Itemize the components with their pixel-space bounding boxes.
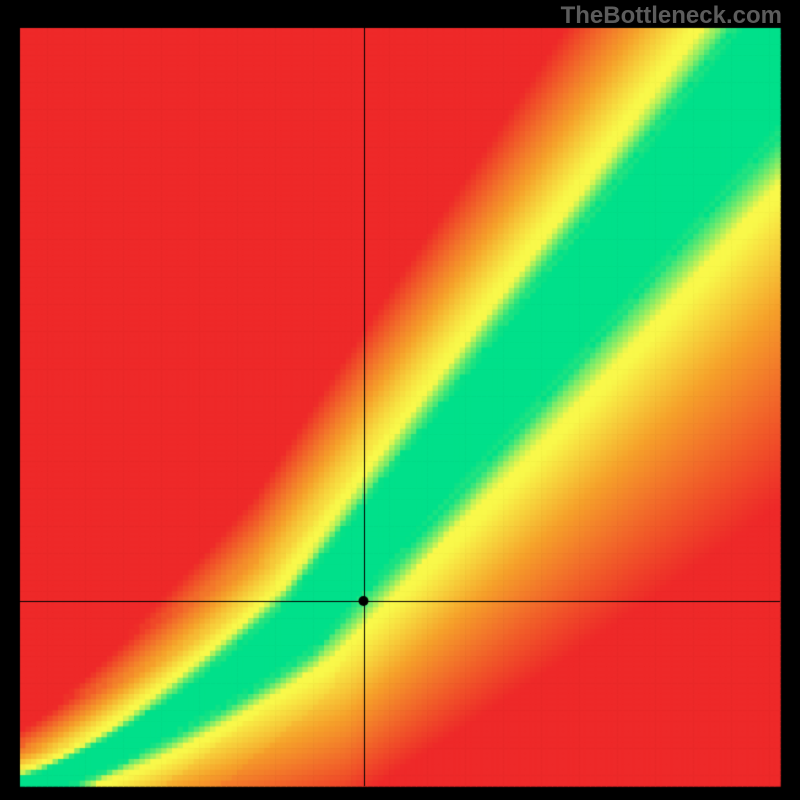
bottleneck-heatmap: [0, 0, 800, 800]
watermark-text: TheBottleneck.com: [561, 2, 782, 30]
chart-container: TheBottleneck.com: [0, 0, 800, 800]
